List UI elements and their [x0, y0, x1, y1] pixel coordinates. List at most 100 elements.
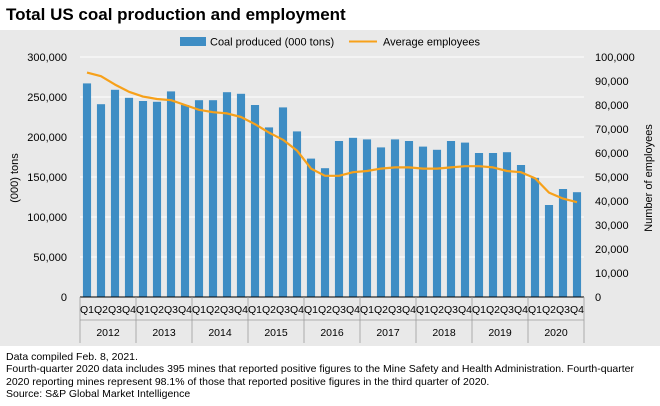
y-tick-label-right: 80,000: [595, 100, 629, 112]
bar: [404, 141, 414, 297]
x-tick-label-year: 2013: [152, 327, 176, 339]
y-tick-label-left: 100,000: [27, 212, 67, 224]
right-axis-ticks: 0 10,000 20,000 30,000 40,000 50,000 60,000 70,…: [595, 52, 635, 304]
footnote-data-compiled: Data compiled Feb. 8, 2021.: [6, 351, 138, 363]
x-tick-label-quarter: Q4: [458, 304, 472, 316]
legend-swatch-bars: [180, 37, 206, 46]
x-tick-label-quarter: Q1: [472, 304, 486, 316]
bar: [124, 97, 134, 297]
x-tick-label-quarter: Q2: [150, 304, 164, 316]
footnote-q4-note-1: Fourth-quarter 2020 data includes 395 mi…: [6, 363, 635, 376]
bar: [222, 92, 232, 297]
bar: [264, 127, 274, 298]
line-series: [86, 71, 578, 204]
x-tick-label-year: 2017: [376, 327, 400, 339]
bar: [82, 83, 92, 298]
x-tick-label-year: 2020: [544, 327, 568, 339]
y-tick-label-right: 50,000: [595, 172, 629, 184]
bar: [110, 89, 120, 297]
x-tick-label-quarter: Q2: [430, 304, 444, 316]
x-tick-label-quarter: Q4: [234, 304, 248, 316]
bar: [166, 91, 176, 298]
x-tick-label-quarter: Q4: [402, 304, 416, 316]
bar: [488, 153, 498, 297]
x-tick-label-quarter: Q3: [388, 304, 402, 316]
y-tick-label-right: 60,000: [595, 148, 629, 160]
bar: [376, 147, 386, 297]
x-tick-label-year: 2019: [488, 327, 512, 339]
x-tick-label-quarter: Q2: [94, 304, 108, 316]
x-tick-label-quarter: Q4: [514, 304, 528, 316]
combo-chart: 0 50,000 100,000 150,000 200,000 250,000 300,0…: [9, 37, 655, 343]
x-tick-label-year: 2012: [96, 327, 120, 339]
bar: [236, 93, 246, 297]
bar: [516, 165, 526, 297]
x-tick-label-quarter: Q3: [276, 304, 290, 316]
y-tick-label-left: 150,000: [27, 172, 67, 184]
bar: [544, 205, 554, 297]
footnote-source: Source: S&P Global Market Intelligence: [6, 387, 191, 400]
y-tick-label-right: 0: [595, 292, 601, 304]
footnotes: Data compiled Feb. 8, 2021. Fourth-quart…: [6, 351, 656, 400]
bar-series: [82, 83, 582, 298]
bar: [96, 104, 106, 297]
x-tick-label-quarter: Q1: [192, 304, 206, 316]
bar: [530, 177, 540, 297]
bar: [194, 100, 204, 297]
bar: [348, 137, 358, 297]
x-tick-label-quarter: Q3: [444, 304, 458, 316]
y-tick-label-right: 70,000: [595, 124, 629, 136]
bar: [334, 141, 344, 297]
x-tick-label-quarter: Q1: [528, 304, 542, 316]
x-tick-label-year: 2018: [432, 327, 456, 339]
x-tick-label-quarter: Q2: [206, 304, 220, 316]
x-tick-label-quarter: Q4: [122, 304, 136, 316]
y-tick-label-right: 10,000: [595, 268, 629, 280]
bar: [306, 158, 316, 297]
y-axis-title-right: Number of employees: [643, 124, 655, 232]
x-tick-label-year: 2014: [208, 327, 232, 339]
y-tick-label-left: 300,000: [27, 52, 67, 64]
bar: [418, 146, 428, 297]
bar: [278, 107, 288, 298]
x-tick-label-quarter: Q3: [500, 304, 514, 316]
y-tick-label-left: 200,000: [27, 132, 67, 144]
x-tick-label-quarter: Q4: [178, 304, 192, 316]
x-tick-label-quarter: Q2: [318, 304, 332, 316]
bar: [250, 105, 260, 297]
x-tick-label-quarter: Q3: [108, 304, 122, 316]
x-tick-label-quarter: Q3: [164, 304, 178, 316]
bar: [572, 192, 582, 297]
y-tick-label-right: 20,000: [595, 244, 629, 256]
x-tick-label-quarter: Q4: [346, 304, 360, 316]
chart-title: Total US coal production and employment: [6, 5, 346, 24]
x-tick-label-quarter: Q1: [80, 304, 94, 316]
legend-label-line: Average employees: [383, 37, 481, 49]
bar: [208, 100, 218, 297]
bar: [502, 152, 512, 297]
x-tick-label-quarter: Q1: [136, 304, 150, 316]
x-tick-label-quarter: Q3: [556, 304, 570, 316]
x-tick-label-quarter: Q1: [360, 304, 374, 316]
bar: [460, 142, 470, 297]
bar: [180, 105, 190, 297]
legend-label-bars: Coal produced (000 tons): [210, 37, 334, 49]
gridlines: [80, 56, 584, 258]
x-tick-label-year: 2016: [320, 327, 344, 339]
y-tick-label-right: 90,000: [595, 76, 629, 88]
y-tick-label-right: 40,000: [595, 196, 629, 208]
y-tick-label-left: 50,000: [33, 252, 67, 264]
x-tick-label-quarter: Q2: [486, 304, 500, 316]
x-tick-label-quarter: Q1: [416, 304, 430, 316]
y-axis-title-left: (000) tons: [9, 153, 21, 203]
x-axis: Q1 Q2 Q3 Q4 Q1 Q2 Q3 Q4 Q1 Q2 Q3 Q4 Q1 Q2 Q3 Q4 Q1 Q2 Q3 Q4…: [79, 296, 585, 343]
y-tick-label-left: 250,000: [27, 92, 67, 104]
x-tick-label-quarter: Q2: [374, 304, 388, 316]
bar: [362, 139, 372, 297]
legend: Coal produced (000 tons) Average employe…: [180, 37, 481, 49]
x-tick-label-quarter: Q1: [304, 304, 318, 316]
bar: [292, 131, 302, 297]
y-tick-label-right: 100,000: [595, 52, 635, 64]
bar: [390, 139, 400, 297]
left-axis-ticks: 0 50,000 100,000 150,000 200,000 250,000 300,0…: [27, 52, 67, 304]
